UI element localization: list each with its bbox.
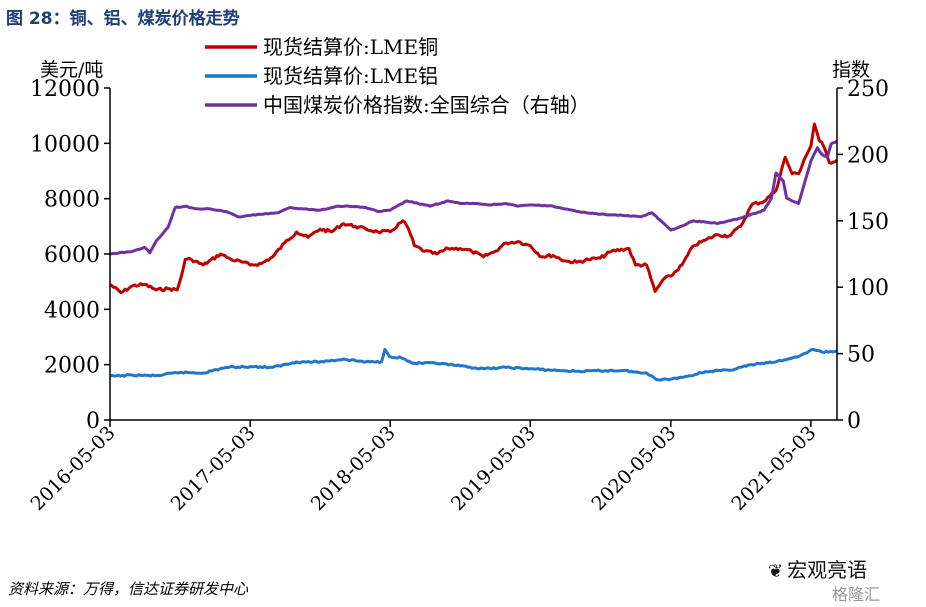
legend-label: 中国煤炭价格指数:全国综合（右轴） — [263, 93, 590, 117]
y-left-tick-label: 10000 — [30, 132, 100, 157]
axes-layer: 0 2000 4000 6000 8000 10000 12000 0 50 100 150 200 2… — [27, 59, 889, 515]
y-left-tick-label: 12000 — [30, 77, 100, 102]
x-tick-label: 2018-05-03 — [307, 422, 400, 515]
x-tick-label: 2019-05-03 — [447, 422, 540, 515]
legend-label: 现货结算价:LME铝 — [263, 64, 438, 88]
y-left-tick-label: 4000 — [44, 298, 100, 323]
y-right-tick-label: 200 — [847, 143, 889, 168]
series-line-2 — [109, 347, 838, 382]
watermark-text: 宏观亮语 — [787, 558, 868, 582]
y-left-tick-label: 6000 — [44, 243, 100, 268]
y-left-axis-label: 美元/吨 — [40, 59, 103, 81]
legend-label: 现货结算价:LME铜 — [263, 35, 438, 59]
figure-title: 图 28：铜、铝、煤炭价格走势 — [6, 9, 240, 29]
y-right-tick-label: 0 — [847, 409, 861, 434]
y-left-tick-label: 8000 — [44, 188, 100, 213]
y-right-axis-label: 指数 — [832, 59, 870, 81]
series-layer — [109, 122, 839, 382]
logo-text: 格隆汇 — [832, 585, 881, 604]
x-tick-label: 2017-05-03 — [167, 422, 260, 515]
x-tick-label: 2016-05-03 — [27, 422, 120, 515]
y-right-tick-label: 150 — [847, 210, 889, 235]
wechat-icon: ❦ — [768, 561, 784, 582]
y-left-tick-label: 2000 — [44, 354, 100, 379]
y-right-tick-label: 50 — [847, 343, 875, 368]
series-line-3 — [109, 139, 838, 256]
wechat-watermark: ❦ 宏观亮语 — [768, 554, 867, 583]
y-left-tick-label: 0 — [86, 409, 100, 434]
x-tick-label: 2021-05-03 — [727, 422, 820, 515]
x-tick-label: 2020-05-03 — [587, 422, 680, 515]
source-note: 资料来源：万得，信达证券研发中心 — [8, 580, 249, 598]
y-right-tick-label: 100 — [847, 276, 889, 301]
series-line-1 — [109, 122, 839, 295]
y-right-tick-label: 250 — [847, 77, 889, 102]
